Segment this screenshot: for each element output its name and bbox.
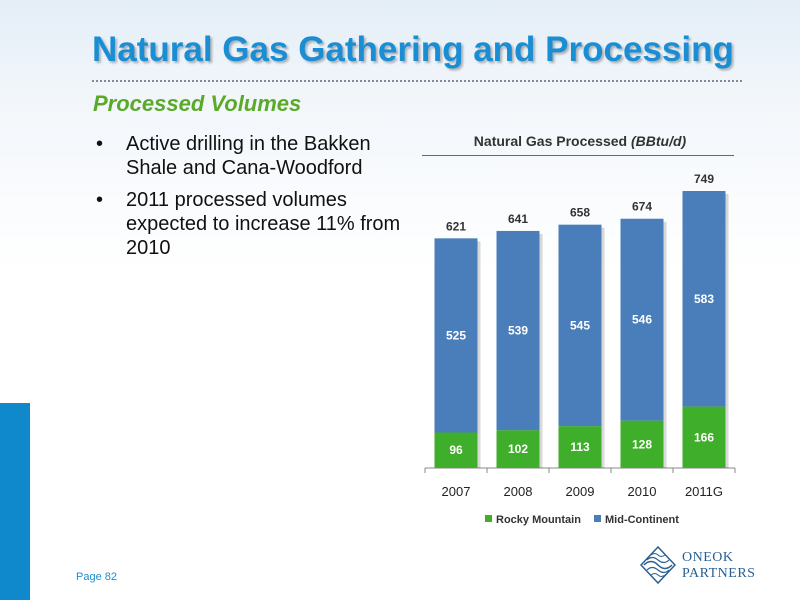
bar-mid-continent xyxy=(434,238,478,433)
data-label-total: 641 xyxy=(508,212,528,226)
bar-rocky-mountain xyxy=(558,426,602,468)
bar-rocky-mountain xyxy=(434,432,478,468)
data-label-rocky-mountain: 166 xyxy=(694,430,714,444)
page-number: Page 82 xyxy=(76,571,117,583)
data-label-mid-continent: 525 xyxy=(446,328,466,342)
bar-rocky-mountain xyxy=(620,420,664,468)
slide-subtitle: Processed Volumes xyxy=(93,91,302,116)
legend-label: Rocky Mountain xyxy=(496,514,581,526)
chart-title-rule xyxy=(422,155,734,156)
bullet-item: • Active drilling in the Bakken Shale an… xyxy=(90,132,410,180)
legend-label: Mid-Continent xyxy=(605,514,679,526)
data-label-mid-continent: 539 xyxy=(508,324,528,338)
bar-mid-continent xyxy=(682,191,726,407)
x-tick-label: 2010 xyxy=(628,484,657,499)
x-tick-label: 2007 xyxy=(442,484,471,499)
data-label-total: 658 xyxy=(570,206,590,220)
x-tick-label: 2009 xyxy=(566,484,595,499)
logo-line-2: PARTNERS xyxy=(682,566,756,581)
data-label-total: 674 xyxy=(632,200,652,214)
x-tick-label: 2008 xyxy=(504,484,533,499)
data-label-total: 621 xyxy=(446,219,466,233)
bar-rocky-mountain xyxy=(496,430,540,468)
data-label-rocky-mountain: 102 xyxy=(508,442,528,456)
bar-rocky-mountain xyxy=(682,406,726,468)
bullet-item: • 2011 processed volumes expected to inc… xyxy=(90,188,410,260)
data-label-rocky-mountain: 128 xyxy=(632,437,652,451)
data-label-rocky-mountain: 96 xyxy=(449,443,463,457)
legend-swatch xyxy=(594,515,601,522)
bullet-dot: • xyxy=(96,133,104,155)
x-tick-label: 2011G xyxy=(685,484,723,499)
data-label-mid-continent: 583 xyxy=(694,292,714,306)
data-label-rocky-mountain: 113 xyxy=(570,440,590,454)
bar-mid-continent xyxy=(558,224,602,427)
bullet-text: Active drilling in the Bakken Shale and … xyxy=(126,133,371,179)
chart-title-unit: (BBtu/d) xyxy=(630,133,687,149)
bar-mid-continent xyxy=(620,218,664,421)
legend-swatch xyxy=(485,515,492,522)
logo-line-1: ONEOK xyxy=(682,550,734,565)
slide-title: Natural Gas Gathering and Processing xyxy=(92,30,734,69)
bullet-text: 2011 processed volumes expected to incre… xyxy=(126,189,401,259)
data-label-mid-continent: 545 xyxy=(570,318,590,332)
logo-mark-icon xyxy=(639,545,677,585)
bar-mid-continent xyxy=(496,230,540,431)
company-logo: ONEOK PARTNERS xyxy=(639,545,760,586)
left-accent-stripe xyxy=(0,403,30,600)
chart-title: Natural Gas Processed (BBtu/d) xyxy=(420,133,740,149)
data-label-mid-continent: 546 xyxy=(632,313,652,327)
data-label-total: 749 xyxy=(694,172,714,186)
title-divider xyxy=(92,80,742,82)
bullet-list: • Active drilling in the Bakken Shale an… xyxy=(90,132,410,268)
chart-title-text: Natural Gas Processed xyxy=(473,133,628,149)
bullet-dot: • xyxy=(96,189,104,211)
